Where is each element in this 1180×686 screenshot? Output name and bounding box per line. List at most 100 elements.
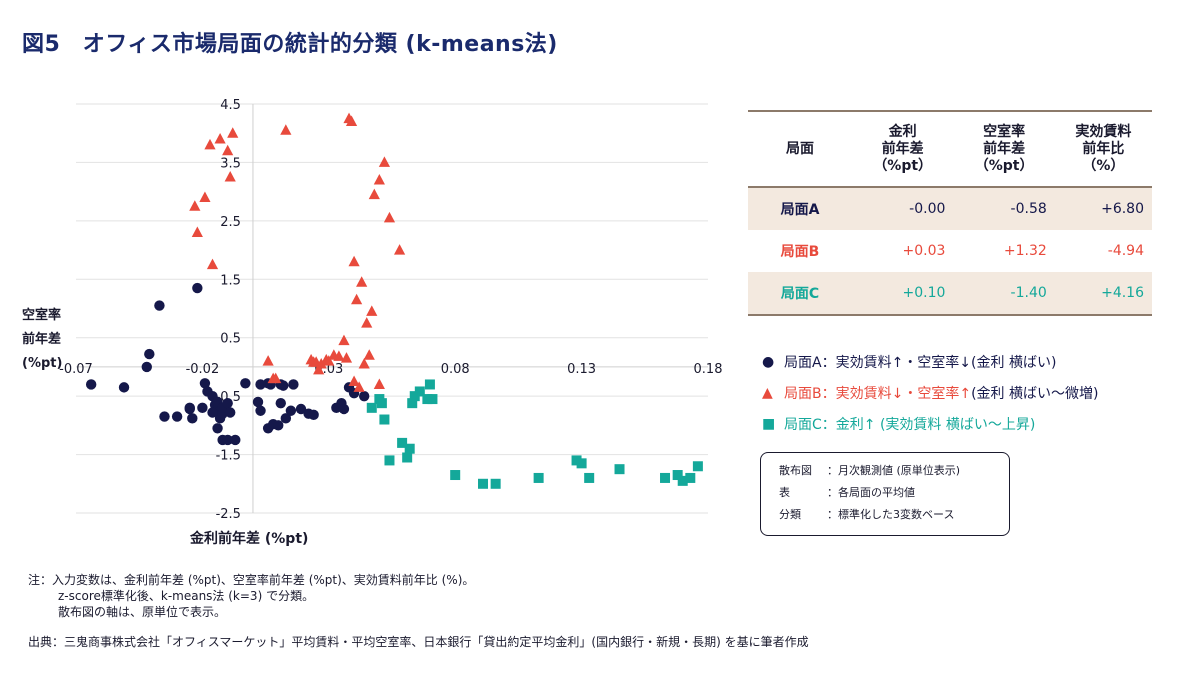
- x-tick-label: 0.08: [441, 362, 470, 377]
- data-point-b: [227, 127, 239, 138]
- footnotes: 注：入力変数は、金利前年差 (%pt)、空室率前年差 (%pt)、実効賃料前年比…: [28, 572, 474, 620]
- data-point-c: [450, 470, 461, 481]
- data-point-b: [368, 188, 380, 200]
- data-point-b: [338, 334, 350, 346]
- cell: +6.80: [1054, 187, 1152, 230]
- legend-suffix: (金利 横ばい): [971, 354, 1057, 371]
- data-point-a: [288, 379, 299, 390]
- cell: -4.94: [1107, 243, 1144, 259]
- data-point-c: [584, 472, 595, 483]
- data-point-c: [422, 394, 433, 405]
- cell: +4.16: [1054, 272, 1152, 316]
- square-marker-icon: ■: [762, 415, 776, 432]
- y-axis-label-line: 前年差: [22, 332, 62, 347]
- data-point-c: [427, 394, 438, 405]
- data-point-c: [672, 470, 683, 481]
- y-tick-label: 4.5: [220, 98, 241, 113]
- data-point-a: [118, 382, 130, 393]
- cell: -1.40: [953, 272, 1055, 316]
- info-row: 分類 ：標準化した3変数ベース: [779, 508, 955, 521]
- data-point-b: [363, 349, 375, 360]
- data-point-a: [207, 407, 218, 418]
- header-rate: 金利 前年差 （%pt）: [852, 110, 954, 188]
- data-point-c: [478, 478, 489, 489]
- gridlines: [76, 103, 708, 514]
- x-tick-label: -0.07: [59, 362, 93, 377]
- note-line: 注：入力変数は、金利前年差 (%pt)、空室率前年差 (%pt)、実効賃料前年比…: [28, 573, 475, 587]
- data-point-c: [424, 379, 435, 390]
- row-label: 局面A: [748, 187, 852, 230]
- y-tick-label: -2.5: [216, 507, 241, 522]
- x-axis-label: 金利前年差 (%pt): [190, 531, 309, 547]
- data-point-b: [333, 350, 345, 361]
- data-point-b: [189, 200, 201, 211]
- data-point-a: [230, 434, 241, 446]
- info-row: 表：各局面の平均値: [779, 486, 915, 499]
- data-point-b: [222, 144, 234, 156]
- data-point-c: [407, 398, 418, 409]
- data-point-b: [280, 124, 292, 135]
- legend-item-a: ● 局面A：実効賃料↑・空室率↓ (金利 横ばい): [762, 346, 1098, 377]
- data-point-a: [358, 390, 370, 402]
- x-tick-label: 0.18: [694, 362, 723, 377]
- table-row-b: 局面B +0.03 +1.32 -4.94: [748, 230, 1152, 272]
- data-point-a: [273, 420, 284, 431]
- data-point-b: [373, 378, 385, 389]
- data-point-b: [224, 171, 236, 182]
- data-point-c: [692, 461, 703, 472]
- legend-item-c: ■ 局面C：金利↑ (実効賃料 横ばい～上昇): [762, 408, 1098, 439]
- data-point-c: [376, 398, 387, 409]
- data-point-b: [204, 138, 216, 150]
- data-point-a: [171, 411, 183, 422]
- y-tick-label: 1.5: [220, 273, 241, 288]
- chart-legend: ● 局面A：実効賃料↑・空室率↓ (金利 横ばい) ▲ 局面B：実効賃料↓・空室…: [762, 346, 1098, 439]
- header-rent: 実効賃料 前年比 （%）: [1054, 110, 1152, 188]
- legend-label: 局面C：金利↑ (実効賃料 横ばい～上昇): [784, 416, 1036, 433]
- data-point-c: [576, 458, 587, 469]
- axes: [76, 104, 708, 513]
- legend-label: 局面A：実効賃料↑・空室率↓: [784, 354, 972, 371]
- data-points: [85, 112, 703, 489]
- row-label: 局面B: [780, 244, 820, 260]
- data-point-a: [295, 403, 307, 415]
- x-tick-label: -0.02: [186, 362, 220, 377]
- data-point-b: [315, 358, 327, 369]
- data-point-c: [414, 386, 425, 397]
- data-point-b: [262, 355, 274, 366]
- data-point-a: [199, 378, 211, 389]
- data-point-b: [345, 115, 358, 127]
- data-point-a: [144, 348, 155, 360]
- legend-item-b: ▲ 局面B：実効賃料↓・空室率↑ (金利 横ばい～微増): [762, 377, 1098, 408]
- info-row: 散布図 ：月次観測値 (原単位表示): [779, 464, 961, 477]
- data-point-b: [348, 255, 360, 267]
- method-info-box: 散布図 ：月次観測値 (原単位表示) 表：各局面の平均値 分類 ：標準化した3変数ベ…: [760, 452, 1010, 536]
- data-point-b: [361, 317, 373, 328]
- source-citation: 出典：三鬼商事株式会社「オフィスマーケット」平均賃料・平均空室率、日本銀行「貸出…: [28, 635, 809, 649]
- data-point-b: [348, 375, 360, 387]
- phase-average-table: 局面 金利 前年差 （%pt） 空室率 前年差 （%pt） 実効賃料 前年比 （…: [748, 110, 1152, 316]
- data-point-b: [214, 133, 226, 144]
- data-point-b: [270, 372, 282, 384]
- data-point-a: [252, 396, 264, 408]
- data-point-c: [571, 455, 582, 466]
- triangle-marker-icon: ▲: [762, 384, 773, 401]
- data-point-b: [206, 258, 219, 270]
- scatter-chart: 4.53.52.51.50.5-0.5-1.5-2.5-0.07 -0.02 0.0…: [59, 98, 723, 522]
- data-point-c: [677, 475, 688, 486]
- data-point-b: [191, 226, 203, 238]
- row-label: 局面C: [748, 272, 852, 316]
- data-point-a: [255, 405, 266, 416]
- data-point-a: [308, 409, 319, 421]
- data-point-a: [154, 300, 165, 311]
- y-tick-label: 3.5: [220, 156, 241, 171]
- data-point-b: [373, 173, 385, 185]
- note-line: z-score標準化後、k-means法 (k=3) で分類。: [58, 589, 315, 603]
- data-point-a: [275, 397, 286, 409]
- y-axis-label-line: (%pt): [22, 356, 63, 371]
- data-point-b: [356, 276, 368, 287]
- data-point-c: [409, 391, 420, 402]
- legend-suffix: (金利 横ばい～微増): [971, 385, 1099, 402]
- data-point-b: [393, 244, 406, 255]
- data-point-a: [192, 282, 203, 294]
- cell: +0.10: [852, 272, 954, 316]
